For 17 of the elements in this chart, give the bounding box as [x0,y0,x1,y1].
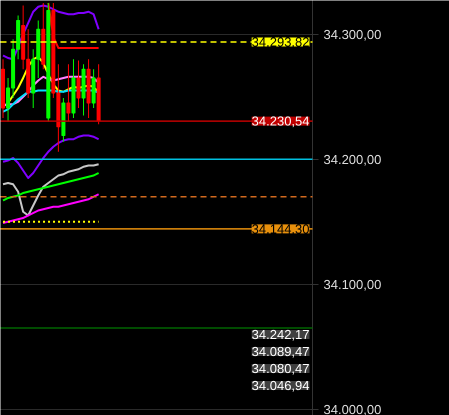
candlestick [76,60,81,108]
line-series [2,172,100,202]
ref-line-label: 34.230,54 [252,114,310,129]
y-tick-label: 34.200,00 [324,152,382,167]
annotation: 34.080,47 [252,361,310,376]
candlestick [66,64,70,122]
y-tick-label: 34.300,00 [324,26,382,42]
annotation: 34.089,47 [252,344,310,359]
line-series [2,193,100,224]
annotation: 34.242,17 [252,327,310,342]
annotation: 34.046,94 [252,378,310,393]
line-series [2,163,100,216]
ref-line-label: 34.144,30 [252,221,310,236]
y-tick-label: 34.100,00 [324,276,382,292]
line-series [2,134,100,179]
ref-line-label: 34.293,82 [252,34,310,50]
line-series [2,4,100,60]
